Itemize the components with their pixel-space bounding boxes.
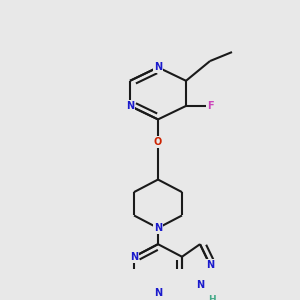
Text: O: O (154, 137, 162, 147)
Text: N: N (154, 288, 162, 298)
Text: N: N (196, 280, 204, 290)
Text: N: N (154, 223, 162, 233)
Text: N: N (126, 101, 134, 111)
Text: N: N (154, 62, 162, 72)
Text: H: H (208, 295, 216, 300)
Text: N: N (130, 252, 138, 262)
Text: F: F (207, 101, 213, 111)
Text: N: N (206, 260, 214, 270)
